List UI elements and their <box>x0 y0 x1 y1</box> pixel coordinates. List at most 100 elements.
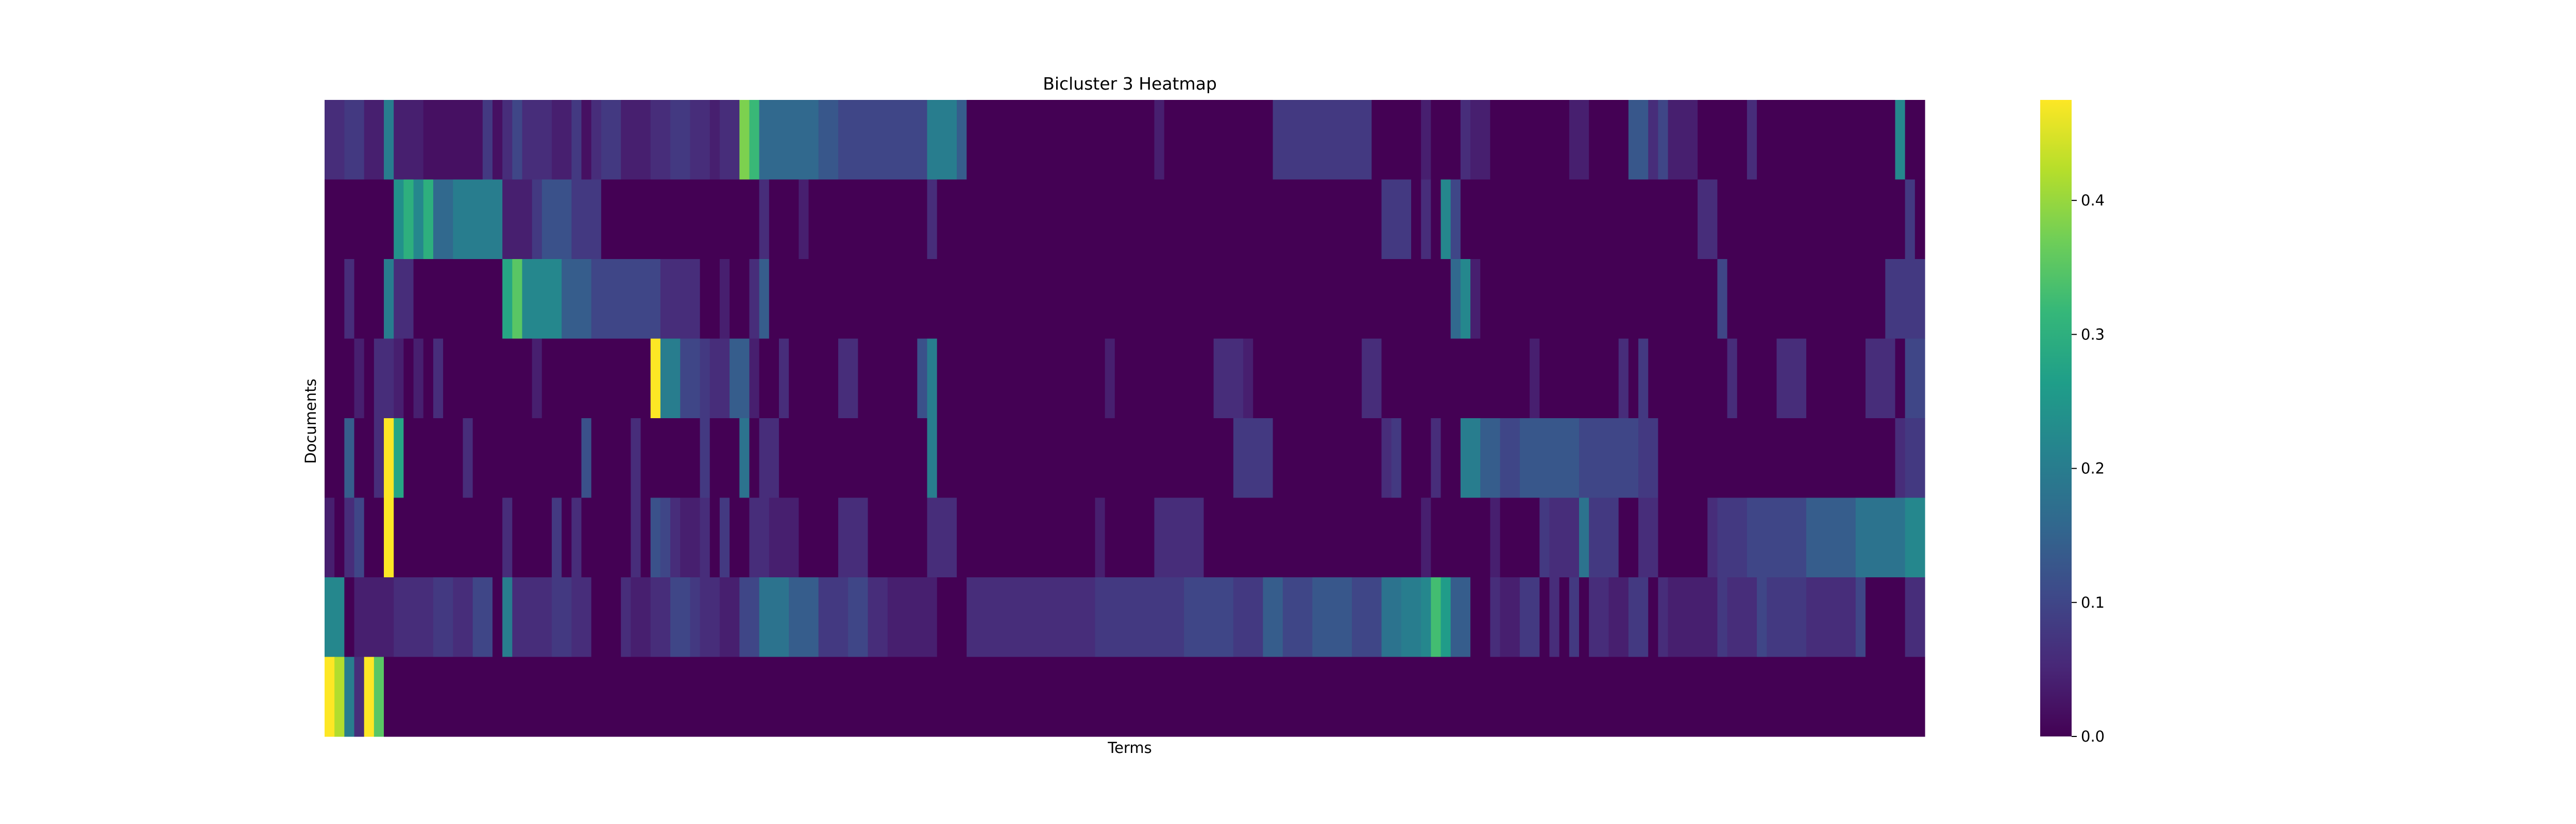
heatmap-cell <box>433 338 444 419</box>
heatmap-cell <box>1698 100 1748 180</box>
heatmap-cell <box>472 418 582 499</box>
heatmap-cell <box>1460 418 1481 499</box>
heatmap-cell <box>591 577 621 658</box>
heatmap-cell <box>344 497 355 578</box>
heatmap-cell <box>394 179 404 260</box>
heatmap-cell <box>403 179 414 260</box>
heatmap-cell <box>650 497 661 578</box>
heatmap-cell <box>512 497 552 578</box>
heatmap-cell <box>838 497 869 578</box>
heatmap-cell <box>325 259 345 339</box>
heatmap-cell <box>709 100 720 180</box>
heatmap-cell <box>1658 497 1708 578</box>
heatmap-cell <box>581 418 592 499</box>
heatmap-cell <box>640 418 701 499</box>
heatmap-cell <box>1421 179 1431 260</box>
heatmap-cell <box>571 179 602 260</box>
heatmap-cell <box>868 497 928 578</box>
heatmap-cell <box>680 497 701 578</box>
heatmap-cell <box>1431 497 1490 578</box>
heatmap-cell <box>1855 497 1906 578</box>
heatmap-cell <box>1381 179 1412 260</box>
heatmap-cell <box>1658 577 1669 658</box>
heatmap-cell <box>1668 100 1698 180</box>
heatmap-cell <box>1105 338 1115 419</box>
heatmap-cell <box>1490 577 1501 658</box>
heatmap-cell <box>1204 497 1421 578</box>
heatmap-cell <box>749 259 760 339</box>
heatmap-cell <box>1450 179 1461 260</box>
heatmap-cell <box>394 338 404 419</box>
heatmap-cell <box>1895 338 1906 419</box>
heatmap-cell <box>413 338 424 419</box>
heatmap-cell <box>1776 338 1807 419</box>
heatmap-cell <box>325 338 355 419</box>
heatmap-cell <box>1233 418 1274 499</box>
heatmap-cell <box>1381 338 1530 419</box>
heatmap-cell <box>927 338 938 419</box>
heatmap-cell <box>739 418 750 499</box>
heatmap-cell <box>1411 179 1421 260</box>
heatmap-cell <box>1470 100 1490 180</box>
heatmap-cell <box>799 497 839 578</box>
heatmap-cell <box>551 497 562 578</box>
heatmap-cell <box>640 259 661 339</box>
heatmap-cell <box>739 100 750 180</box>
heatmap-cell <box>1213 338 1244 419</box>
heatmap-cell <box>394 100 424 180</box>
heatmap-cell <box>591 418 631 499</box>
heatmap-cell <box>354 657 365 737</box>
heatmap-cell <box>325 418 345 499</box>
heatmap-cell <box>1500 497 1540 578</box>
heatmap-cell <box>541 179 572 260</box>
heatmap-cell <box>344 577 355 658</box>
heatmap-cell <box>1539 577 1550 658</box>
heatmap-cell <box>1865 338 1896 419</box>
heatmap-cell <box>354 338 365 419</box>
heatmap-cell <box>492 577 503 658</box>
heatmap-cell <box>334 497 345 578</box>
chart-title: Bicluster 3 Heatmap <box>1043 74 1217 94</box>
heatmap-cell <box>325 100 345 180</box>
heatmap-cell <box>1440 418 1461 499</box>
heatmap-cell <box>769 179 799 260</box>
heatmap-cell <box>502 497 513 578</box>
heatmap-cell <box>1431 577 1442 658</box>
heatmap-cell <box>1865 577 1906 658</box>
heatmap-cell <box>838 338 858 419</box>
heatmap-cell <box>1233 577 1264 658</box>
heatmap-cell <box>690 100 710 180</box>
heatmap-cell <box>1905 497 1925 578</box>
heatmap-cell <box>562 497 572 578</box>
heatmap-cell <box>1421 577 1431 658</box>
heatmap-cell <box>1282 577 1313 658</box>
heatmap-cell <box>532 338 543 419</box>
heatmap-cell <box>1154 100 1165 180</box>
heatmap-cell <box>1658 100 1669 180</box>
heatmap-cell <box>1480 259 1718 339</box>
heatmap-cell <box>957 497 1096 578</box>
heatmap-cell <box>719 100 740 180</box>
heatmap-cell <box>1658 418 1896 499</box>
heatmap-cell <box>403 338 414 419</box>
heatmap-cell <box>1500 577 1520 658</box>
heatmap-cell <box>1460 259 1471 339</box>
heatmap-cell <box>1450 259 1461 339</box>
heatmap-cell <box>522 259 562 339</box>
heatmap-cell <box>739 577 760 658</box>
heatmap-cell <box>601 100 621 180</box>
heatmap-cell <box>957 100 967 180</box>
heatmap-cell <box>394 259 414 339</box>
heatmap-cell <box>759 418 779 499</box>
heatmap-cell <box>344 100 365 180</box>
heatmap-cell <box>759 338 779 419</box>
heatmap-cell <box>631 418 641 499</box>
heatmap-cell <box>1727 338 1738 419</box>
heatmap-cell <box>1698 179 1718 260</box>
heatmap-cell <box>1855 577 1866 658</box>
heatmap-cell <box>1569 577 1580 658</box>
heatmap-cell <box>789 577 819 658</box>
heatmap-cell <box>1767 577 1807 658</box>
heatmap-cell <box>492 100 503 180</box>
